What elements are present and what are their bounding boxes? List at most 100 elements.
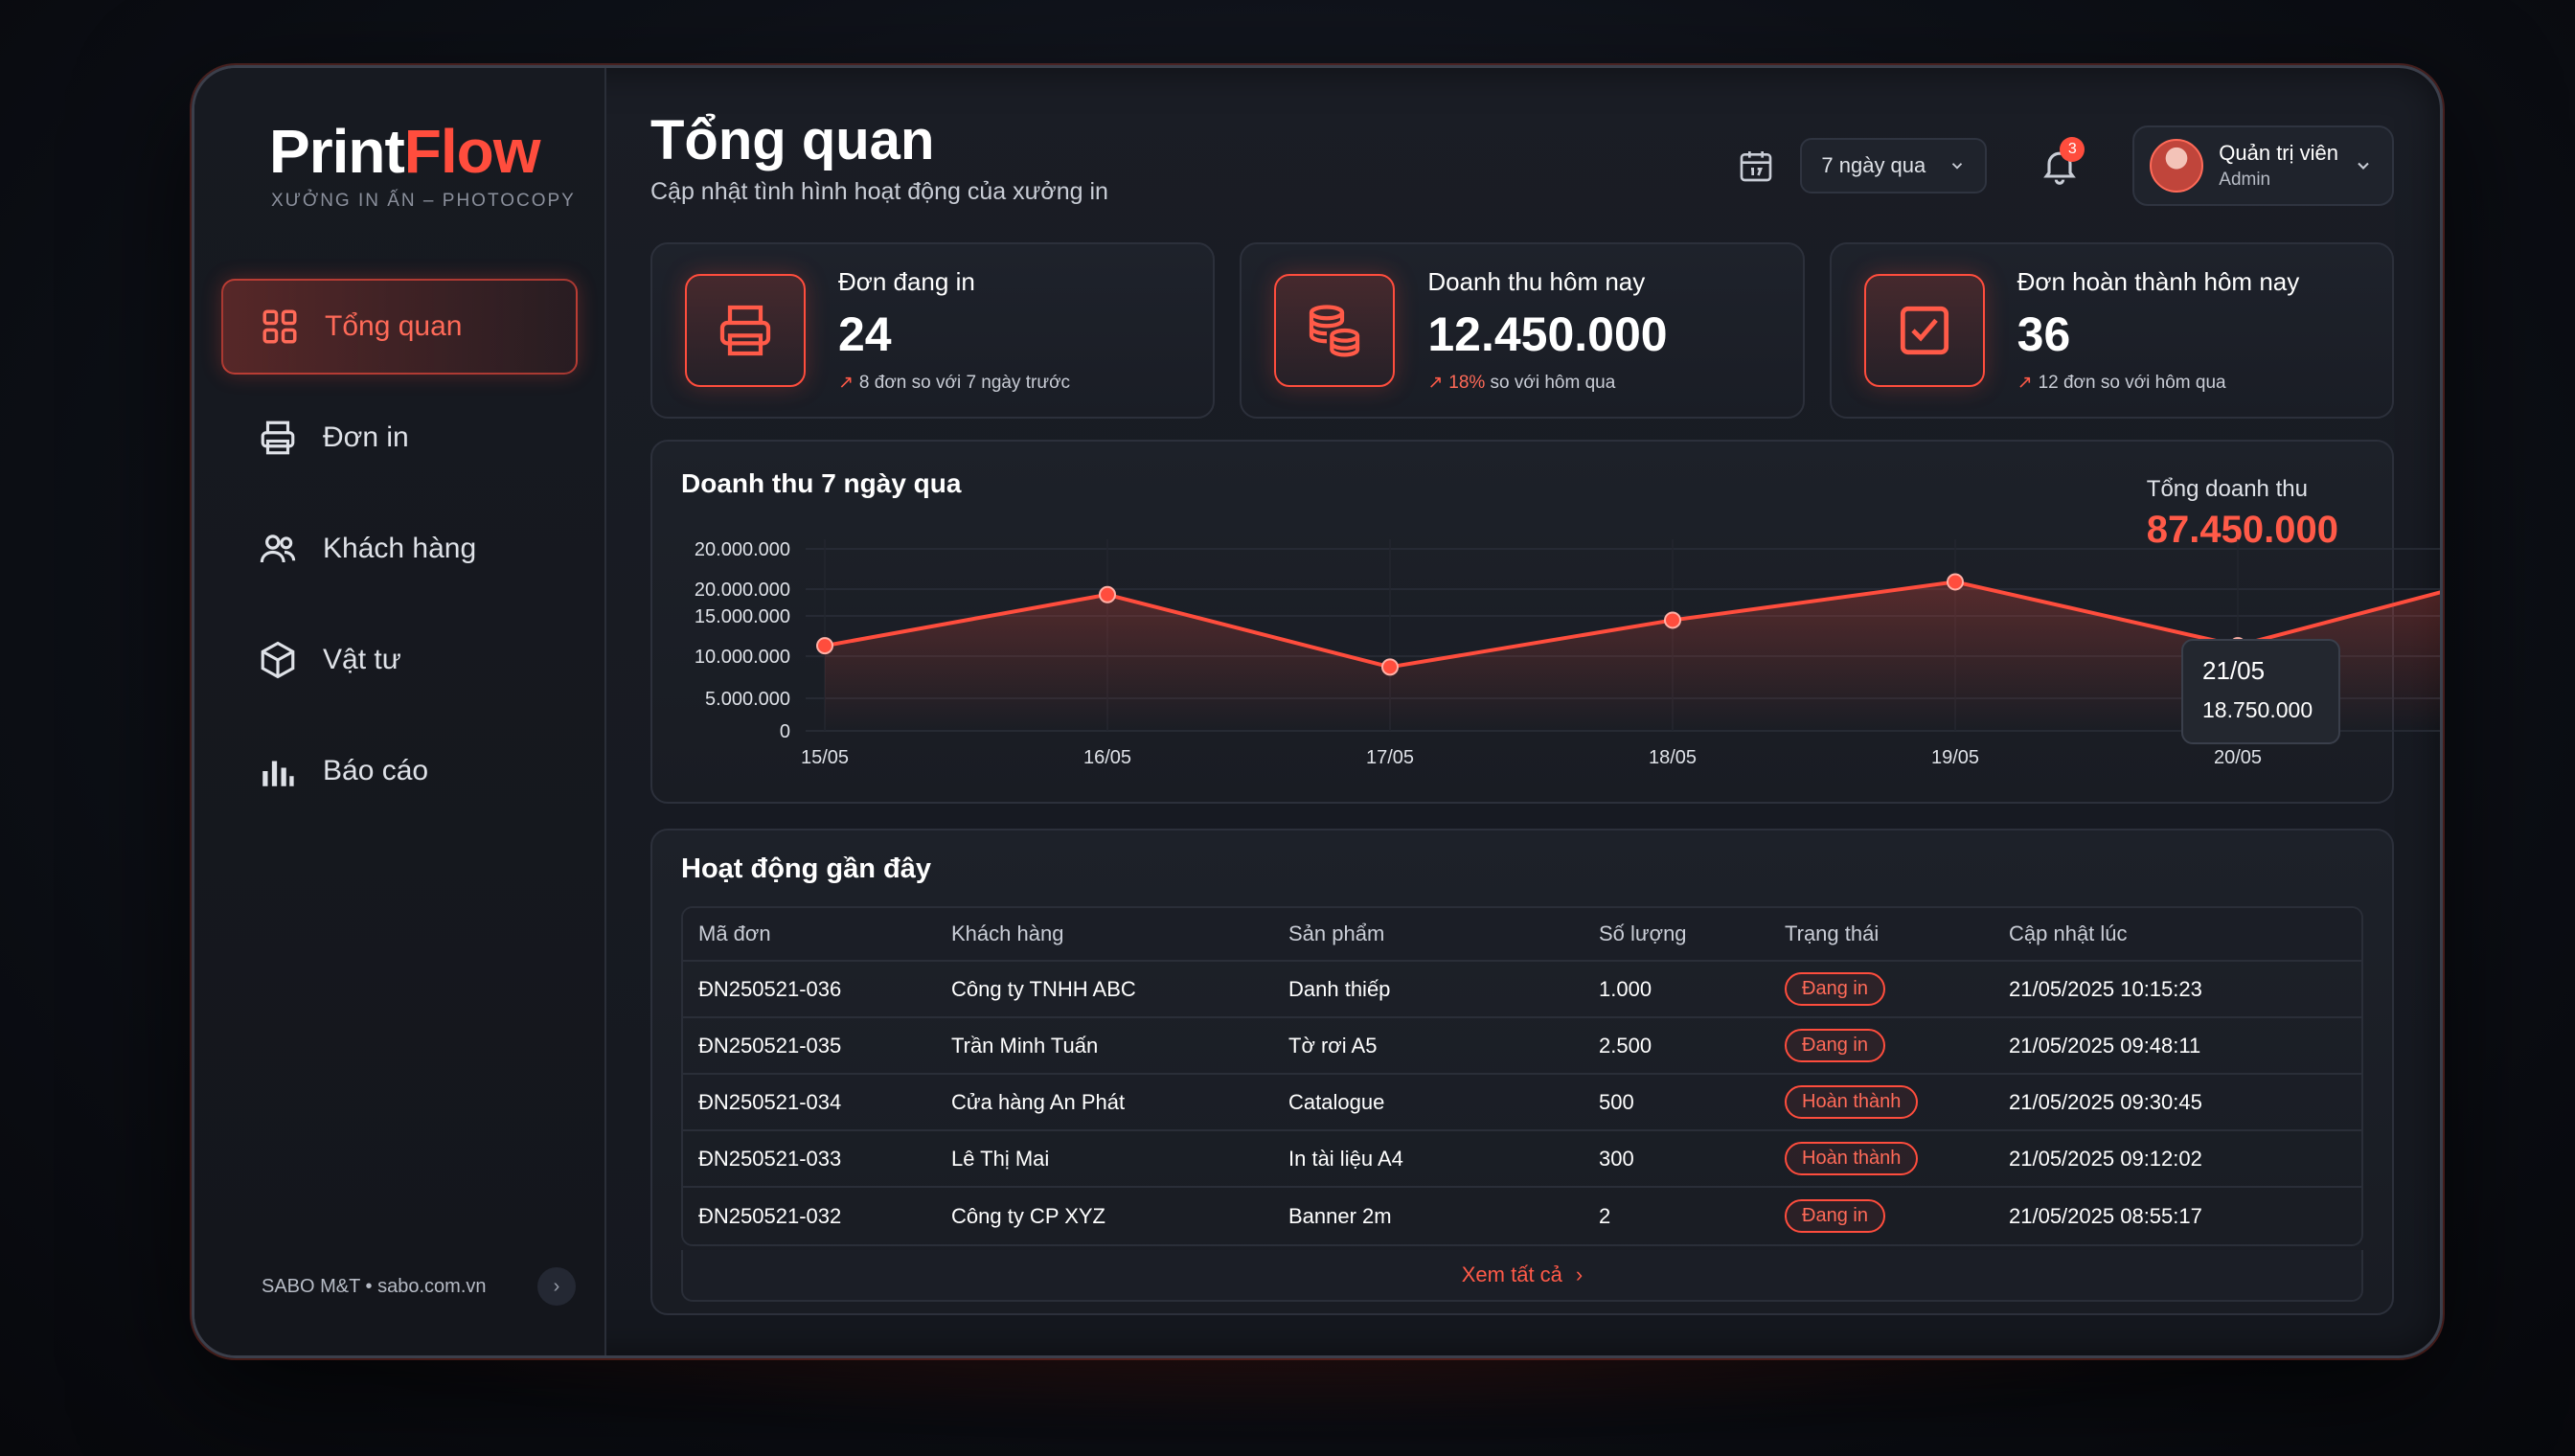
customer: Công ty TNHH ABC — [951, 976, 1136, 1001]
stat-icon-box — [1274, 274, 1396, 387]
quantity: 300 — [1599, 1146, 1634, 1171]
revenue-chart-card: Doanh thu 7 ngày qua Tổng doanh thu 87.4… — [650, 440, 2440, 804]
trend-up-icon: ↗ — [838, 373, 854, 393]
tooltip-value: 18.750.000 — [2202, 697, 2313, 722]
total-revenue: Tổng doanh thu 87.450.000 — [2147, 476, 2338, 552]
total-revenue-label: Tổng doanh thu — [2146, 476, 2308, 502]
date-range-select[interactable]: 7 ngày qua — [1800, 138, 1988, 193]
sidebar-item-reports[interactable]: Báo cáo — [221, 723, 578, 819]
recent-activity-card: Hoạt động gần đây Mã đơn Khách hàng Sản … — [650, 829, 2394, 1315]
brand-tagline: XƯỞNG IN ẤN – PHOTOCOPY — [271, 191, 576, 211]
stat-label: Đơn hoàn thành hôm nay — [2017, 267, 2300, 296]
status-cell: Đang in — [1785, 972, 2009, 1006]
stat-delta-text: so với hôm qua — [1485, 373, 1616, 393]
stat-delta-percent: 18% — [1448, 373, 1486, 393]
brand-logo[interactable]: PrintFlow — [221, 116, 578, 187]
notifications-button[interactable]: 3 — [2031, 137, 2088, 194]
sidebar-footer: SABO M&T • sabo.com.vn › — [262, 1267, 576, 1306]
stat-value: 24 — [838, 307, 892, 361]
order-id: ĐN250521-036 — [698, 976, 842, 1001]
stat-delta-text: 8 đơn so với 7 ngày trước — [858, 373, 1071, 393]
quantity: 2.500 — [1599, 1033, 1652, 1058]
updated-at: 21/05/2025 09:30:45 — [2009, 1089, 2202, 1114]
y-tick-label: 20.000.000 — [695, 539, 790, 560]
table-row[interactable]: ĐN250521-035 Trần Minh Tuấn Tờ rơi A5 2.… — [683, 1018, 2361, 1075]
sidebar-nav: Tổng quan Đơn in Khách hàng Vật tư Báo c… — [221, 279, 578, 819]
brand-name-part1: Print — [269, 117, 405, 186]
order-id: ĐN250521-033 — [698, 1146, 842, 1171]
chart-tooltip: 21/05 18.750.000 — [2181, 639, 2340, 744]
customer: Trần Minh Tuấn — [951, 1033, 1099, 1058]
coins-icon — [1310, 305, 1360, 357]
footer-credit[interactable]: SABO M&T • sabo.com.vn — [262, 1275, 487, 1297]
status-badge: Đang in — [1785, 1029, 1885, 1062]
notification-badge: 3 — [2060, 137, 2085, 162]
check-square-icon — [1900, 306, 1948, 355]
stat-card-printing[interactable]: Đơn đang in 24 ↗ 8 đơn so với 7 ngày trướ… — [650, 242, 1216, 419]
data-point — [1664, 611, 1681, 629]
table-row[interactable]: ĐN250521-036 Công ty TNHH ABC Danh thiếp… — [683, 962, 2361, 1018]
status-cell: Hoàn thành — [1785, 1085, 2009, 1119]
data-point — [1381, 658, 1399, 676]
sidebar-item-overview[interactable]: Tổng quan — [221, 279, 578, 375]
column-header[interactable]: Sản phẩm — [1288, 921, 1385, 945]
y-tick-label: 15.000.000 — [695, 606, 790, 627]
order-id: ĐN250521-032 — [698, 1203, 842, 1228]
x-tick-label: 19/05 — [1931, 747, 1979, 768]
tooltip-date: 21/05 — [2202, 656, 2266, 685]
stat-icon-box — [685, 274, 806, 387]
stat-card-completed[interactable]: Đơn hoàn thành hôm nay 36 ↗ 12 đơn so với… — [1829, 242, 2394, 419]
y-tick-label: 20.000.000 — [695, 580, 790, 601]
user-name: Quản trị viên — [2219, 141, 2338, 165]
sidebar-item-customers[interactable]: Khách hàng — [221, 501, 578, 597]
column-header[interactable]: Số lượng — [1599, 921, 1687, 945]
calendar-icon[interactable] — [1737, 147, 1775, 185]
column-header[interactable]: Mã đơn — [698, 921, 771, 945]
page-subtitle: Cập nhật tình hình hoạt động của xưởng i… — [650, 178, 1108, 205]
table-header: Mã đơn Khách hàng Sản phẩm Số lượng Trạn… — [683, 908, 2361, 962]
sidebar-item-label: Đơn in — [323, 421, 409, 453]
product: Banner 2m — [1288, 1203, 1392, 1228]
stat-delta-text: 12 đơn so với hôm qua — [2038, 373, 2226, 393]
avatar — [2150, 139, 2204, 193]
users-icon — [260, 535, 296, 563]
chart-title: Doanh thu 7 ngày qua — [681, 468, 962, 498]
revenue-chart[interactable]: 20.000.000 20.000.000 15.000.000 10.000.000… — [672, 530, 2443, 779]
status-badge: Hoàn thành — [1785, 1142, 1919, 1175]
stats-row: Đơn đang in 24 ↗ 8 đơn so với 7 ngày trướ… — [650, 242, 2394, 419]
trend-up-icon: ↗ — [1427, 373, 1444, 393]
x-tick-label: 16/05 — [1083, 747, 1131, 768]
user-menu[interactable]: Quản trị viên Admin — [2132, 125, 2394, 206]
data-point — [1099, 585, 1116, 603]
product: In tài liệu A4 — [1288, 1146, 1403, 1171]
column-header[interactable]: Trạng thái — [1785, 921, 1880, 945]
customer: Công ty CP XYZ — [951, 1203, 1105, 1228]
stat-label: Doanh thu hôm nay — [1427, 267, 1646, 296]
sidebar-item-label: Tổng quan — [325, 310, 463, 342]
chevron-right-icon: › — [1575, 1263, 1584, 1286]
stat-delta: ↗ 12 đơn so với hôm qua — [2017, 372, 2300, 394]
main-content: Tổng quan Cập nhật tình hình hoạt động c… — [606, 68, 2440, 1355]
column-header[interactable]: Khách hàng — [951, 921, 1064, 945]
chevron-down-icon — [2358, 162, 2369, 170]
bar-chart-icon — [262, 761, 294, 786]
collapse-sidebar-button[interactable]: › — [537, 1267, 576, 1306]
date-range-value: 7 ngày qua — [1821, 153, 1926, 177]
stat-value: 12.450.000 — [1427, 307, 1668, 361]
stat-card-revenue[interactable]: Doanh thu hôm nay 12.450.000 ↗ 18% so với… — [1240, 242, 1805, 419]
page-header: Tổng quan Cập nhật tình hình hoạt động c… — [650, 108, 2394, 223]
customer: Cửa hàng An Phát — [951, 1089, 1126, 1114]
customer: Lê Thị Mai — [951, 1146, 1050, 1171]
sidebar-item-label: Báo cáo — [323, 755, 429, 786]
table-row[interactable]: ĐN250521-032 Công ty CP XYZ Banner 2m 2 … — [683, 1188, 2361, 1244]
product: Catalogue — [1288, 1089, 1385, 1114]
sidebar-item-orders[interactable]: Đơn in — [221, 390, 578, 486]
series-area — [825, 581, 2440, 731]
table-row[interactable]: ĐN250521-034 Cửa hàng An Phát Catalogue … — [683, 1075, 2361, 1131]
sidebar-item-materials[interactable]: Vật tư — [221, 612, 578, 708]
status-badge: Đang in — [1785, 972, 1885, 1006]
table-row[interactable]: ĐN250521-033 Lê Thị Mai In tài liệu A4 3… — [683, 1131, 2361, 1188]
view-all-link[interactable]: Xem tất cả › — [681, 1250, 2363, 1302]
printer-icon — [261, 421, 295, 455]
column-header[interactable]: Cập nhật lúc — [2009, 921, 2128, 945]
